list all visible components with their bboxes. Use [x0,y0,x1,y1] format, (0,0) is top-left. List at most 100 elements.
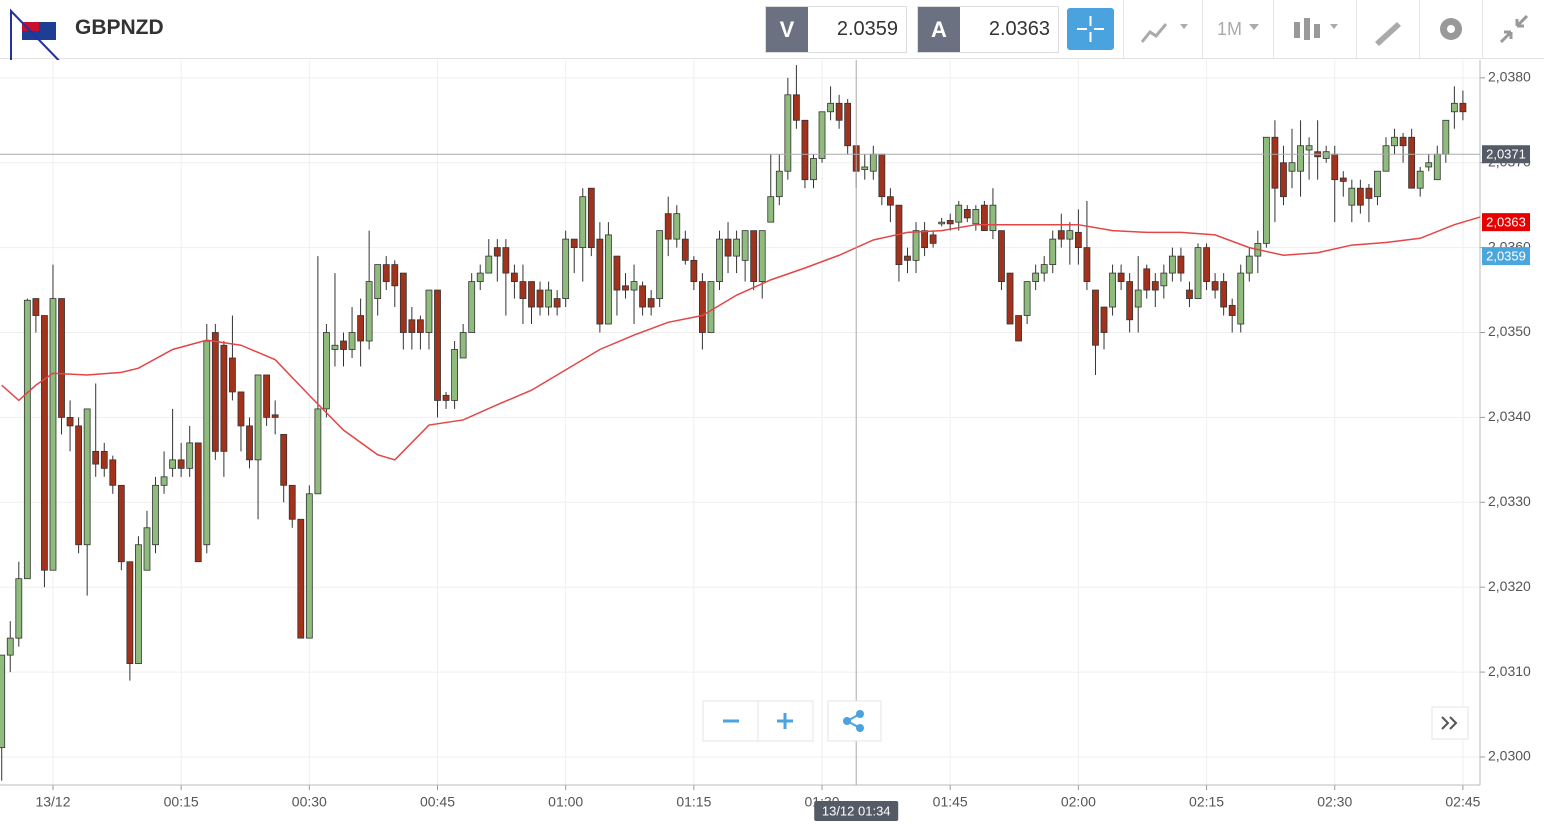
candle-body [681,238,689,261]
candle-body [305,493,313,639]
ask-box[interactable]: A 2.0363 [917,6,1059,53]
draw-button[interactable] [1356,0,1419,58]
zoom-controls[interactable] [702,700,814,742]
candle-body [1339,177,1347,182]
candle-body [331,344,339,350]
candle-body [408,319,416,333]
timeframe-button[interactable]: 1M [1202,0,1273,58]
price-badge [1482,213,1530,232]
candle-body [784,94,792,172]
candle-body [536,289,544,308]
candle-body [690,259,698,282]
candle-body [459,332,467,359]
candle-body [237,391,245,427]
candle-body [605,234,612,325]
candle-body [639,285,646,308]
share-panel [827,700,882,742]
candle-body [143,527,151,571]
candle-body [1194,247,1202,299]
scroll-button[interactable] [1431,706,1469,740]
candle-body [1083,247,1091,282]
candle-body [1057,230,1065,240]
candle-body [1237,272,1245,325]
x-tick-label: 01:45 [933,794,968,810]
candle-body [357,315,365,342]
candle-body [92,450,100,465]
candle-body [1262,136,1270,244]
candle-body [929,234,937,244]
x-tick-label: 01:00 [548,794,583,810]
candle-body [1211,281,1219,291]
candle-body [553,298,561,308]
candle-body [818,111,826,159]
settings-button[interactable] [1419,0,1482,58]
candle-body [1271,136,1279,189]
candle-body [1331,153,1339,181]
candle-body [801,119,809,181]
candle-body [596,238,604,325]
candles-button[interactable] [1273,0,1356,58]
ask-price: 2.0363 [988,18,1050,40]
candle-body [570,238,578,249]
candle-body [562,238,570,299]
candle-body [750,230,758,282]
y-tick-label: 2,0340 [1488,408,1531,424]
candle-body [1117,272,1125,282]
crosshair-button[interactable] [1067,8,1114,50]
candle-body [1134,289,1142,308]
candle-body [1305,145,1313,151]
crosshair-x-badge [814,801,899,821]
candle-body [1433,153,1441,181]
collapse-button[interactable] [1482,0,1544,58]
candle-body [117,484,125,563]
candle-body [152,484,159,546]
candle-body [1245,255,1253,274]
candle-body [399,272,407,333]
candle-body [1322,151,1330,159]
candle-body [827,102,834,113]
candle-body [58,298,65,418]
y-tick-label: 2,0300 [1488,748,1531,764]
candle-body [1049,238,1057,265]
candle-body [1399,136,1407,147]
candle-body [869,153,877,172]
candle-body [938,221,946,225]
scroll-panel [1431,706,1469,740]
candle-body [587,187,595,249]
candle-body [66,417,74,427]
price-label: 2,0363 [1486,215,1526,230]
candle-body [75,425,83,546]
y-tick-label: 2,0330 [1488,493,1531,509]
y-tick-label: 2,0350 [1488,323,1531,339]
candle-body [1425,162,1433,168]
candle-body [314,408,322,495]
candle-body [340,340,347,350]
crosshair-x-label: 13/12 01:34 [822,803,891,818]
candle-body [775,170,783,198]
chart-type-button[interactable] [1123,0,1202,58]
plot-background [0,60,1480,785]
candle-body [0,654,6,749]
bid-box[interactable]: V 2.0359 [765,6,907,53]
timeframe: 1M [1217,19,1243,39]
bid-price: 2.0359 [836,18,898,40]
candle-body [468,281,476,333]
candle-body [1168,255,1176,274]
crosshair-y-badge [1482,145,1530,164]
bid-tag: V [766,7,808,52]
y-tick-label: 2,0310 [1488,663,1531,679]
y-tick-label: 2,0380 [1488,69,1531,85]
candle-body [861,166,869,170]
candle-body [297,518,305,639]
candle-body [126,561,134,665]
toolbar: GBPNZD V 2.0359 A 2.0363 1M [0,0,1544,75]
candle-body [1092,289,1099,346]
candle-body [348,332,356,350]
share-button[interactable] [827,700,882,742]
candle-body [1040,264,1048,274]
share-dot [856,724,864,732]
candle-body [519,281,527,299]
candle-body [998,230,1005,282]
candle-body [476,272,484,282]
